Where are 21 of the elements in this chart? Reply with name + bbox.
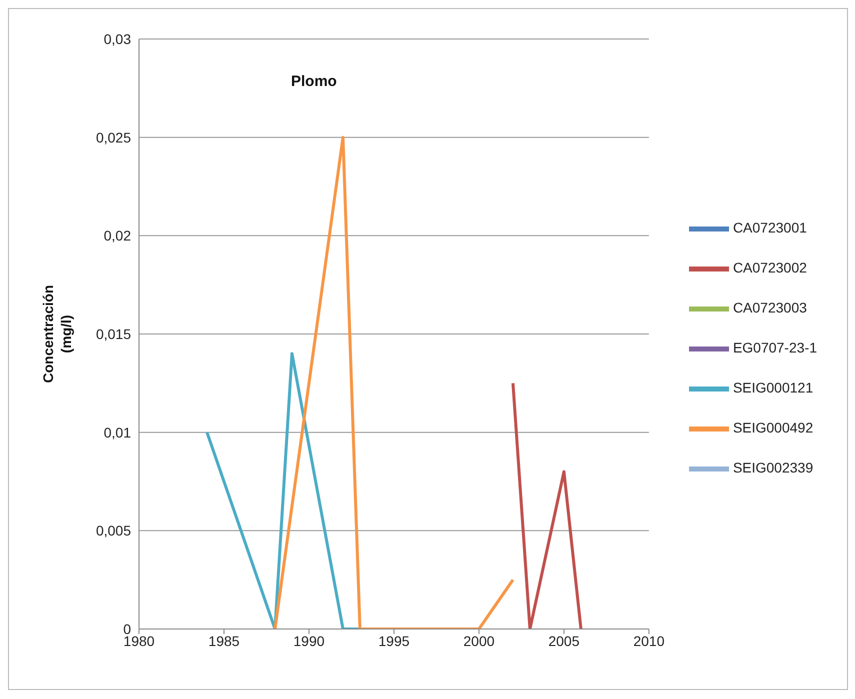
legend-label: SEIG000492 xyxy=(732,420,814,436)
y-axis-title: Concentración (mg/l) xyxy=(40,284,74,384)
y-tick-label: 0,01 xyxy=(104,424,132,440)
legend-label: SEIG000121 xyxy=(732,380,814,396)
y-tick-label: 0,005 xyxy=(96,522,132,539)
x-tick-label: 1995 xyxy=(378,632,410,649)
y-tick-label: 0,03 xyxy=(104,30,132,47)
x-tick-label: 2010 xyxy=(633,632,665,649)
legend-label: CA0723002 xyxy=(732,260,807,276)
text: Plomo xyxy=(291,73,337,90)
legend-label: EG0707-23-1 xyxy=(732,340,817,356)
y-tick-label: 0,015 xyxy=(96,326,132,342)
x-tick-label: 2005 xyxy=(548,632,580,649)
x-tick-label: 2000 xyxy=(463,632,495,649)
x-tick-label: 1990 xyxy=(293,632,325,649)
y-tick-label: 0,02 xyxy=(104,228,132,244)
legend-label: SEIG002339 xyxy=(732,460,814,476)
x-tick-label: 1985 xyxy=(208,632,240,649)
legend-label: CA0723001 xyxy=(732,220,807,236)
y-tick-label: 0,025 xyxy=(96,129,132,146)
legend-label: CA0723003 xyxy=(732,300,807,316)
